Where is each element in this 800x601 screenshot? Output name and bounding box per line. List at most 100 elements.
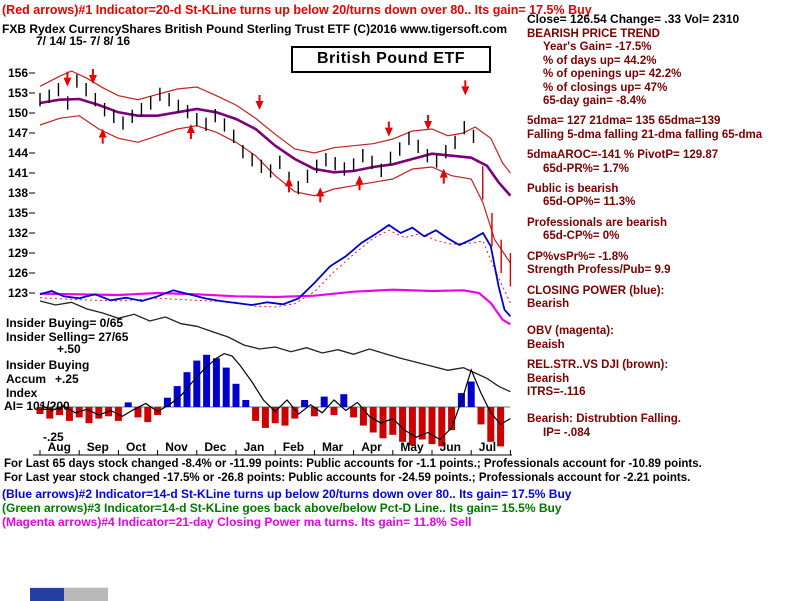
analysis-line: Beaish <box>527 338 565 351</box>
ai-histogram-bar <box>359 407 367 426</box>
price-tick-label: 129 <box>7 246 28 260</box>
chart-title-box: British Pound ETF <box>291 46 491 73</box>
price-tick-label: 144 <box>7 146 28 160</box>
ai-histogram-bar <box>438 407 446 447</box>
month-tick-label: Nov <box>165 440 188 454</box>
analysis-line: CLOSING POWER (blue): <box>527 284 665 297</box>
ai-histogram-bar <box>124 402 132 407</box>
insider-selling-count: Insider Selling= 27/65 <box>6 330 129 344</box>
price-tick-label: 141 <box>7 166 28 180</box>
month-tick-label: Jun <box>439 440 461 454</box>
ai-histogram-bar <box>330 407 338 416</box>
ai-histogram-bar <box>252 407 260 421</box>
ai-accum-line <box>39 352 511 441</box>
analysis-line: Falling 5-dma falling 21-dma falling 65-… <box>527 128 763 141</box>
ai-histogram-bar <box>144 407 152 423</box>
insider-buying-count: Insider Buying= 0/65 <box>6 316 124 330</box>
price-tick-label: 123 <box>7 286 28 300</box>
summary-year: For Last year stock changed -17.5% or -2… <box>4 472 691 484</box>
ai-histogram-bar <box>418 407 426 440</box>
signal2-blue-arrows-text: (Blue arrows)#2 Indicator=14-d St-KLine … <box>2 487 572 501</box>
ai-histogram-bar <box>448 407 456 431</box>
moving-average-line <box>39 97 512 197</box>
chart-title: British Pound ETF <box>316 50 466 67</box>
buy-arrow-icon <box>98 128 107 138</box>
ai-panel-label-3: Index <box>6 386 38 400</box>
ai-histogram-bar <box>281 407 289 426</box>
analysis-line: Bearish <box>527 297 570 310</box>
price-tick-label: 156 <box>7 66 28 80</box>
ai-histogram-bar <box>497 407 505 447</box>
analysis-line: 65-day gain= -8.4% <box>543 95 647 108</box>
ai-histogram-bar <box>193 360 201 407</box>
ai-panel-label-2: Accum <box>6 372 47 386</box>
analysis-line: OBV (magenta): <box>527 325 614 338</box>
ai-histogram-bar <box>173 386 181 407</box>
price-tick-label: 153 <box>7 86 28 100</box>
month-tick-label: Jul <box>478 440 497 454</box>
month-tick-label: Dec <box>204 440 227 454</box>
analysis-line: REL.STR..VS DJI (brown): <box>527 359 669 372</box>
ai-histogram-bar <box>389 407 397 435</box>
month-tick-label: Jan <box>243 440 265 454</box>
price-tick-label: 147 <box>7 126 28 140</box>
price-tick-label: 150 <box>7 106 28 120</box>
ai-reading: AI= 101/200 <box>4 399 70 413</box>
analysis-line: IP= -.084 <box>543 426 590 439</box>
ai-histogram-bar <box>95 407 103 419</box>
signal1-red-arrows-text: (Red arrows)#1 Indicator=20-d St-KLine t… <box>2 3 592 17</box>
sell-arrow-icon <box>461 86 470 96</box>
month-tick-label: Feb <box>282 440 305 454</box>
analysis-line: 65d-CP%= 0% <box>543 230 620 243</box>
ai-histogram-bar <box>310 407 318 417</box>
sell-arrow-icon <box>424 121 433 131</box>
ai-histogram-bar <box>163 397 171 407</box>
price-tick-label: 126 <box>7 266 28 280</box>
ai-histogram-bar <box>301 400 309 407</box>
ai-histogram-bar <box>340 394 348 407</box>
ai-histogram-bar <box>36 407 44 414</box>
buy-arrow-icon <box>316 187 325 197</box>
ai-histogram-bar <box>428 407 436 445</box>
ai-histogram-bar <box>203 354 211 407</box>
buy-arrow-icon <box>186 124 195 134</box>
ai-histogram-bar <box>232 383 240 407</box>
month-tick-label: Sep <box>86 440 109 454</box>
date-range: 7/ 14/ 15- 7/ 8/ 16 <box>36 34 131 48</box>
month-tick-label: Oct <box>126 440 147 454</box>
taskbar-button-fragment[interactable] <box>30 588 64 601</box>
analysis-line: 65d-PR%= 1.7% <box>543 162 629 175</box>
analysis-line: Professionals are bearish <box>527 216 667 229</box>
ai-histogram-bar <box>369 407 377 433</box>
ai-histogram-bar <box>399 407 407 442</box>
ai-scale-plus25: +.25 <box>55 372 79 386</box>
ai-histogram-bar <box>56 407 64 416</box>
ai-histogram-bar <box>467 381 475 407</box>
buy-arrow-icon <box>355 175 364 185</box>
analysis-line: 5dmaAROC=-141 % PivotP= 129.87 <box>527 149 719 162</box>
ai-histogram-bar <box>85 407 93 424</box>
analysis-line: Strength Profess/Pub= 9.9 <box>527 264 671 277</box>
analysis-panel: BEARISH PRICE TREND Year's Gain= -17.5% % … <box>527 28 799 440</box>
obv-line <box>39 288 511 326</box>
month-tick-label: Apr <box>361 440 382 454</box>
taskbar-fragment[interactable] <box>30 587 108 601</box>
ai-histogram-bar <box>183 372 191 407</box>
price-tick-label: 132 <box>7 226 28 240</box>
relative-strength-line <box>39 300 511 393</box>
ai-histogram-bar <box>46 407 54 419</box>
ai-histogram-bar <box>212 358 220 407</box>
ai-scale-minus25: -.25 <box>43 430 64 444</box>
buy-arrow-icon <box>284 177 293 187</box>
signal4-magenta-arrows-text: (Magenta arrows)#4 Indicator=21-day Clos… <box>2 515 472 529</box>
lower-band-line <box>39 115 511 264</box>
analysis-line: BEARISH PRICE TREND <box>527 28 660 40</box>
ai-histogram-bar <box>291 407 299 419</box>
analysis-line: Public is bearish <box>527 183 619 196</box>
buy-arrow-icon <box>439 168 448 178</box>
analysis-line: % of closings up= 47% <box>543 81 668 94</box>
analysis-line: Year's Gain= -17.5% <box>543 41 652 54</box>
ai-histogram-bar <box>477 407 485 425</box>
